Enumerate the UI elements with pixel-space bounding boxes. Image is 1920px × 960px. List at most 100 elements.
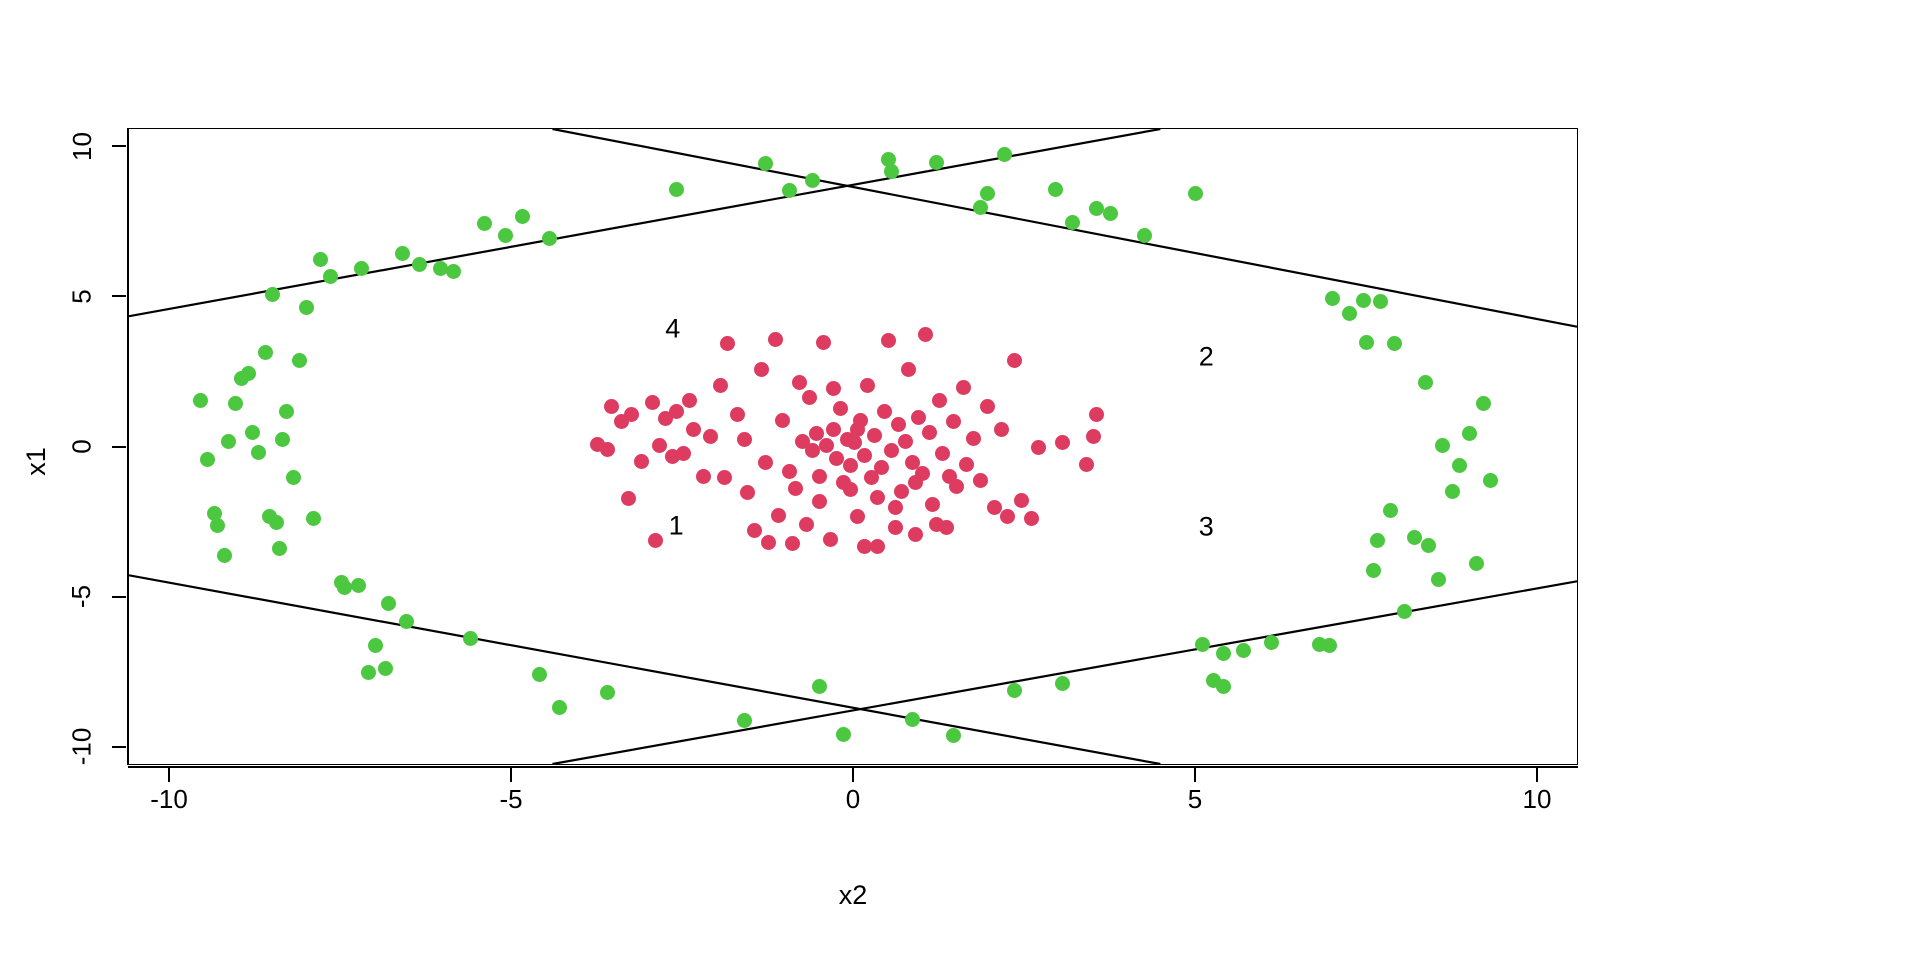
data-point [757,156,773,172]
data-point [251,444,267,460]
data-point [685,421,701,437]
data-point [1386,336,1402,352]
data-point [668,403,684,419]
data-point [904,711,920,727]
boundary-line-1 [129,575,1160,764]
data-point [737,713,753,729]
data-point [1031,440,1047,455]
data-point [377,660,393,676]
data-point [1188,186,1204,202]
y-tick-label: 10 [64,128,100,164]
data-point [497,228,513,244]
data-point [432,261,448,277]
data-point [1421,537,1437,553]
data-point [849,509,865,525]
data-point [1373,294,1389,310]
data-point [265,286,281,302]
region-label-1: 1 [668,510,684,541]
y-tick-mark [112,295,126,298]
data-point [1195,636,1211,652]
data-point [624,406,640,422]
data-point [1359,334,1375,350]
y-axis-line [127,128,130,765]
data-point [367,638,383,654]
data-point [1407,530,1423,546]
x-tick-label: -10 [150,784,188,814]
data-point [1048,181,1064,197]
data-point [945,414,961,430]
data-point [648,533,664,549]
data-point [825,421,841,437]
data-point [791,375,807,391]
data-point [1342,306,1358,322]
data-point [802,390,818,406]
data-point [1000,509,1016,525]
data-point [887,519,903,535]
data-point [788,480,804,496]
data-point [716,470,732,486]
data-point [911,409,927,425]
data-point [206,506,222,522]
data-point [350,578,366,594]
data-point [682,393,698,409]
y-axis-label: x1 [21,446,51,477]
data-point [897,433,913,449]
data-point [1007,352,1023,368]
data-point [1024,510,1040,526]
x-tick-mark [1535,768,1538,782]
data-point [757,455,773,471]
data-point [884,443,900,458]
data-point [1482,473,1498,489]
data-point [993,421,1009,437]
x-tick-label: -5 [499,784,523,814]
data-point [713,378,729,394]
data-point [620,491,636,507]
data-point [258,345,274,361]
region-label-2: 2 [1198,341,1214,372]
data-point [860,378,876,394]
data-point [808,426,824,442]
data-point [306,510,322,526]
data-point [1366,563,1382,579]
data-point [603,399,619,415]
region-label-4: 4 [665,313,681,344]
data-point [877,403,893,419]
data-point [921,424,937,440]
data-point [313,252,328,268]
data-point [928,516,944,532]
data-point [798,516,814,532]
data-point [381,596,397,612]
decision-boundary-lines [129,129,1577,764]
data-point [1007,683,1023,699]
data-point [244,424,260,440]
data-point [1468,555,1484,571]
data-point [849,421,865,437]
data-point [1089,406,1105,422]
y-tick-mark [112,445,126,448]
data-point [966,430,982,446]
data-point [644,394,660,410]
plot-area: 1 2 3 4 [128,128,1578,765]
data-point [1451,458,1467,474]
data-point [210,518,226,534]
y-tick-label-text: -5 [66,585,97,609]
x-axis-label: x2 [838,880,868,910]
data-point [918,327,934,343]
data-point [1321,638,1337,654]
data-point [846,435,862,451]
data-point [890,417,906,433]
data-point [815,334,831,350]
data-point [819,438,835,454]
data-point [880,333,896,349]
y-tick-label-text: 0 [66,439,97,454]
data-point [904,455,920,471]
data-point [360,665,376,681]
data-point [986,500,1002,516]
data-point [1079,456,1095,472]
data-point [477,216,493,232]
data-point [1369,533,1385,549]
data-point [702,429,718,445]
data-point [884,163,900,179]
data-point [781,183,797,199]
